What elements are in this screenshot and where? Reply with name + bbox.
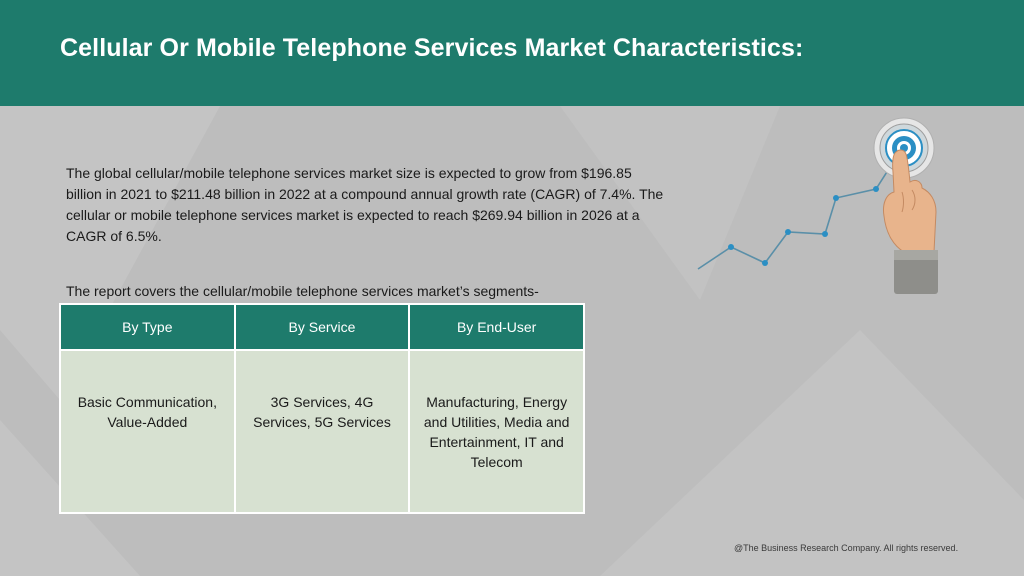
- header-by-type: By Type: [59, 303, 236, 351]
- segments-intro: The report covers the cellular/mobile te…: [66, 283, 539, 299]
- header-by-end-user: By End-User: [408, 303, 585, 351]
- growth-chart-with-target-icon: [697, 117, 938, 294]
- table-header-row: By Type By Service By End-User: [59, 303, 585, 351]
- cell-type-values: Basic Communication, Value-Added: [59, 349, 236, 514]
- header-by-service: By Service: [233, 303, 411, 351]
- copyright-footer: @The Business Research Company. All righ…: [734, 543, 959, 553]
- page-title: Cellular Or Mobile Telephone Services Ma…: [60, 34, 804, 62]
- market-description: The global cellular/mobile telephone ser…: [66, 165, 664, 244]
- cell-end-user-values: Manufacturing, Energy and Utilities, Med…: [408, 349, 585, 514]
- cell-type-text: Basic Communication, Value-Added: [77, 393, 217, 430]
- segments-table: By Type By Service By End-User Basic Com…: [59, 303, 585, 514]
- cell-end-user-text: Manufacturing, Energy and Utilities, Med…: [423, 393, 570, 470]
- header-bar: Cellular Or Mobile Telephone Services Ma…: [0, 0, 1024, 106]
- cell-service-text: 3G Services, 4G Services, 5G Services: [253, 393, 391, 430]
- cell-service-values: 3G Services, 4G Services, 5G Services: [233, 349, 411, 514]
- table-row: Basic Communication, Value-Added 3G Serv…: [59, 349, 585, 514]
